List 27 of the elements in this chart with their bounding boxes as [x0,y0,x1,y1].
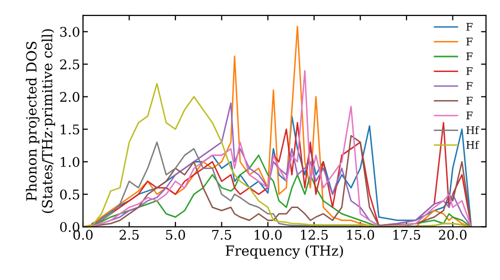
x-tick-label: 7.5 [212,230,232,240]
y-tick-label: 1.5 [60,124,80,134]
x-tick-label: 12.5 [301,230,328,240]
legend-label: F [466,23,473,31]
y-tick-label: 0.0 [60,222,80,232]
legend-label: Hf [466,140,480,149]
y-axis-title: Phonon projected DOS (States/THz·primitive cell) [26,29,56,213]
x-tick-label: 5.0 [166,230,186,240]
x-tick-label: 15.0 [347,230,374,240]
x-tick-label: 10.0 [254,230,282,240]
legend-label: F [466,52,473,60]
x-tick-label: 0.0 [73,230,93,240]
legend-label: F [466,96,473,104]
y-tick-label: 2.0 [60,92,80,102]
y-tick-label: 3.0 [60,26,80,37]
x-tick-label: 2.5 [120,230,139,240]
x-tick-label: 17.5 [393,230,420,240]
legend-label: F [466,82,473,90]
legend-label: F [466,38,473,46]
x-tick-label: 20.0 [438,230,467,240]
y-tick-label: 2.5 [60,59,80,70]
y-tick-label: 1.0 [60,156,80,167]
legend-label: F [466,67,473,75]
x-axis-title: Frequency (THz) [226,245,343,259]
legend-label: Hf [466,126,480,134]
legend-label: F [466,112,473,120]
y-tick-label: 0.5 [60,189,80,200]
